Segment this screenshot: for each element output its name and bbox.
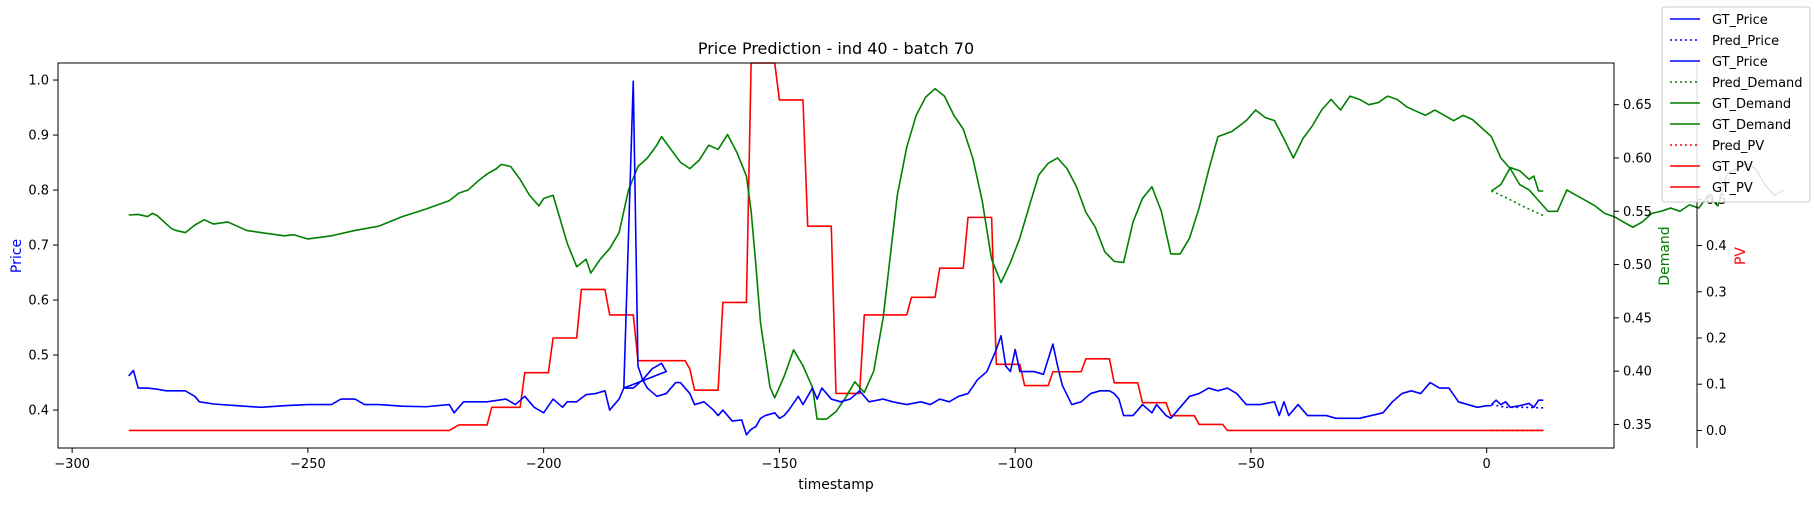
price-tick-label: 0.8 — [28, 184, 49, 199]
legend-entry-label: GT_PV — [1712, 181, 1753, 196]
x-tick-label: −300 — [54, 457, 90, 472]
legend-box — [1661, 6, 1811, 203]
legend-entry-label: GT_Demand — [1712, 118, 1791, 133]
demand-tick-label: 0.45 — [1623, 311, 1652, 326]
price-tick-label: 0.4 — [28, 404, 49, 419]
x-tick-label: −50 — [1237, 457, 1264, 472]
price-tick-label: 0.6 — [28, 294, 49, 309]
series-line-gt-demand — [128, 87, 1785, 420]
series-line-gt-pv — [128, 62, 1492, 432]
legend: GT_Price Pred_Price GT_Price Pred_Demand GT_… — [1661, 6, 1811, 203]
legend-entry-label: GT_Demand — [1712, 97, 1791, 112]
series-line-gt-price — [128, 80, 1492, 436]
legend-entry-label: Pred_Price — [1712, 34, 1779, 49]
plot-frame — [57, 62, 1615, 449]
price-tick-label: 0.9 — [28, 129, 49, 144]
series-line-pred-demand — [1491, 190, 1544, 217]
series-line-gt-demand — [1490, 166, 1544, 192]
series-line-gt-price — [1490, 399, 1544, 409]
x-tick-label: −150 — [762, 457, 798, 472]
legend-entry-label: GT_Price — [1712, 13, 1768, 28]
price-tick-label: 1.0 — [28, 74, 49, 89]
pv-tick-label: 0.3 — [1706, 285, 1727, 300]
demand-tick-label: 0.60 — [1623, 151, 1652, 166]
demand-tick-label: 0.40 — [1623, 365, 1652, 380]
chart-title: Price Prediction - ind 40 - batch 70 — [698, 39, 974, 58]
price-tick-label: 0.5 — [28, 349, 49, 364]
x-tick-label: −250 — [290, 457, 326, 472]
demand-tick-label: 0.35 — [1623, 418, 1652, 433]
pv-tick-label: 0.2 — [1706, 332, 1727, 347]
pv-tick-label: 0.4 — [1706, 239, 1727, 254]
y-axis-label-demand: Demand — [1657, 226, 1673, 285]
y-axis-label-price: Price — [9, 239, 25, 273]
legend-entry-label: GT_PV — [1712, 160, 1753, 175]
x-tick-label: 0 — [1483, 457, 1491, 472]
price-tick-label: 0.7 — [28, 239, 49, 254]
x-tick-label: −100 — [997, 457, 1033, 472]
y-axis-label-pv: PV — [1733, 247, 1749, 265]
pv-tick-label: 0.0 — [1706, 424, 1727, 439]
legend-entry-label: Pred_Demand — [1712, 76, 1803, 91]
legend-entry-label: GT_Price — [1712, 55, 1768, 70]
demand-tick-label: 0.65 — [1623, 98, 1652, 113]
x-axis-label: timestamp — [798, 477, 874, 493]
legend-entry-label: Pred_PV — [1712, 139, 1764, 154]
pv-tick-label: 0.1 — [1706, 378, 1727, 393]
demand-tick-label: 0.50 — [1623, 258, 1652, 273]
demand-tick-label: 0.55 — [1623, 205, 1652, 220]
x-tick-label: −200 — [526, 457, 562, 472]
